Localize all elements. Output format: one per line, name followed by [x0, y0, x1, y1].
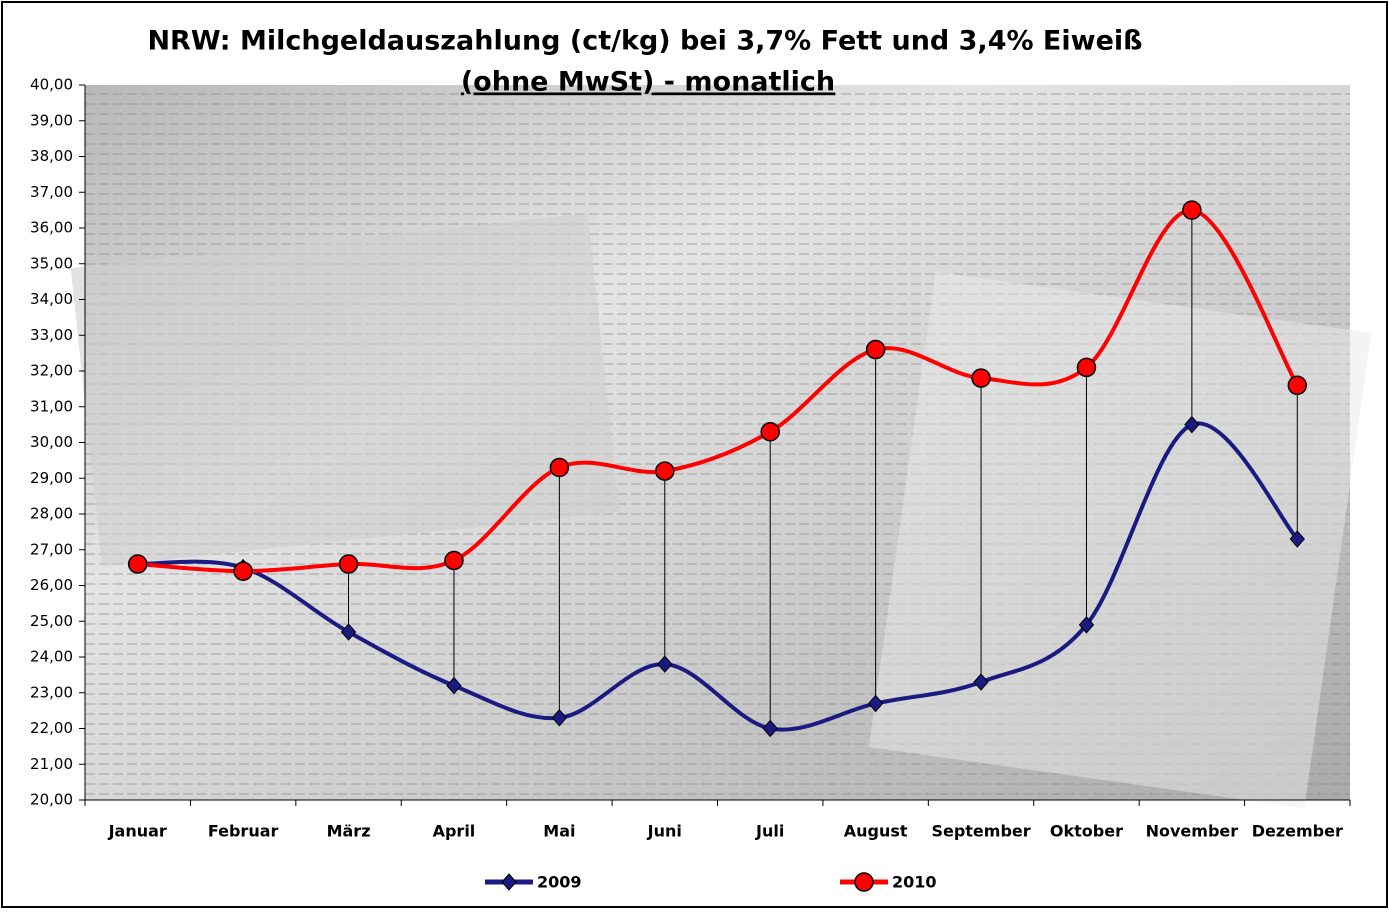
- marker: [855, 873, 873, 891]
- y-tick-label: 26,00: [30, 576, 73, 594]
- chart-subtitle: (ohne MwSt) - monatlich: [461, 67, 835, 98]
- y-tick-label: 22,00: [30, 719, 73, 737]
- y-tick-label: 30,00: [30, 433, 73, 451]
- x-tick-label: April: [433, 822, 476, 841]
- legend-label: 2009: [537, 873, 582, 892]
- y-tick-label: 38,00: [30, 147, 73, 165]
- y-tick-label: 31,00: [30, 397, 73, 415]
- y-tick-label: 29,00: [30, 469, 73, 487]
- y-tick-label: 32,00: [30, 362, 73, 380]
- marker: [972, 369, 990, 387]
- marker: [1288, 376, 1306, 394]
- x-tick-label: August: [844, 822, 908, 841]
- x-tick-label: Dezember: [1252, 822, 1343, 841]
- marker: [761, 423, 779, 441]
- y-tick-label: 23,00: [30, 683, 73, 701]
- chart-title: NRW: Milchgeldauszahlung (ct/kg) bei 3,7…: [147, 26, 1142, 57]
- y-tick-label: 25,00: [30, 612, 73, 630]
- marker: [340, 555, 358, 573]
- x-tick-label: Juli: [755, 822, 784, 841]
- x-tick-label: Oktober: [1050, 822, 1123, 841]
- y-tick-label: 40,00: [30, 76, 73, 94]
- legend-label: 2010: [892, 873, 937, 892]
- y-tick-label: 20,00: [30, 791, 73, 809]
- y-tick-label: 37,00: [30, 183, 73, 201]
- x-tick-label: Februar: [208, 822, 279, 841]
- x-tick-label: November: [1146, 822, 1239, 841]
- marker: [867, 341, 885, 359]
- marker: [234, 562, 252, 580]
- y-tick-label: 24,00: [30, 648, 73, 666]
- x-tick-label: September: [931, 822, 1030, 841]
- marker: [1077, 358, 1095, 376]
- y-tick-label: 21,00: [30, 755, 73, 773]
- marker: [550, 459, 568, 477]
- chart: NRW: Milchgeldauszahlung (ct/kg) bei 3,7…: [0, 0, 1389, 909]
- marker: [129, 555, 147, 573]
- x-tick-label: Januar: [108, 822, 167, 841]
- marker: [445, 551, 463, 569]
- y-tick-label: 36,00: [30, 219, 73, 237]
- y-tick-label: 27,00: [30, 540, 73, 558]
- y-tick-label: 39,00: [30, 111, 73, 129]
- marker: [1183, 201, 1201, 219]
- x-tick-label: Mai: [543, 822, 575, 841]
- y-tick-label: 34,00: [30, 290, 73, 308]
- marker: [656, 462, 674, 480]
- y-tick-label: 28,00: [30, 505, 73, 523]
- y-tick-label: 35,00: [30, 254, 73, 272]
- x-tick-label: Juni: [647, 822, 682, 841]
- y-tick-label: 33,00: [30, 326, 73, 344]
- x-tick-label: März: [327, 822, 371, 841]
